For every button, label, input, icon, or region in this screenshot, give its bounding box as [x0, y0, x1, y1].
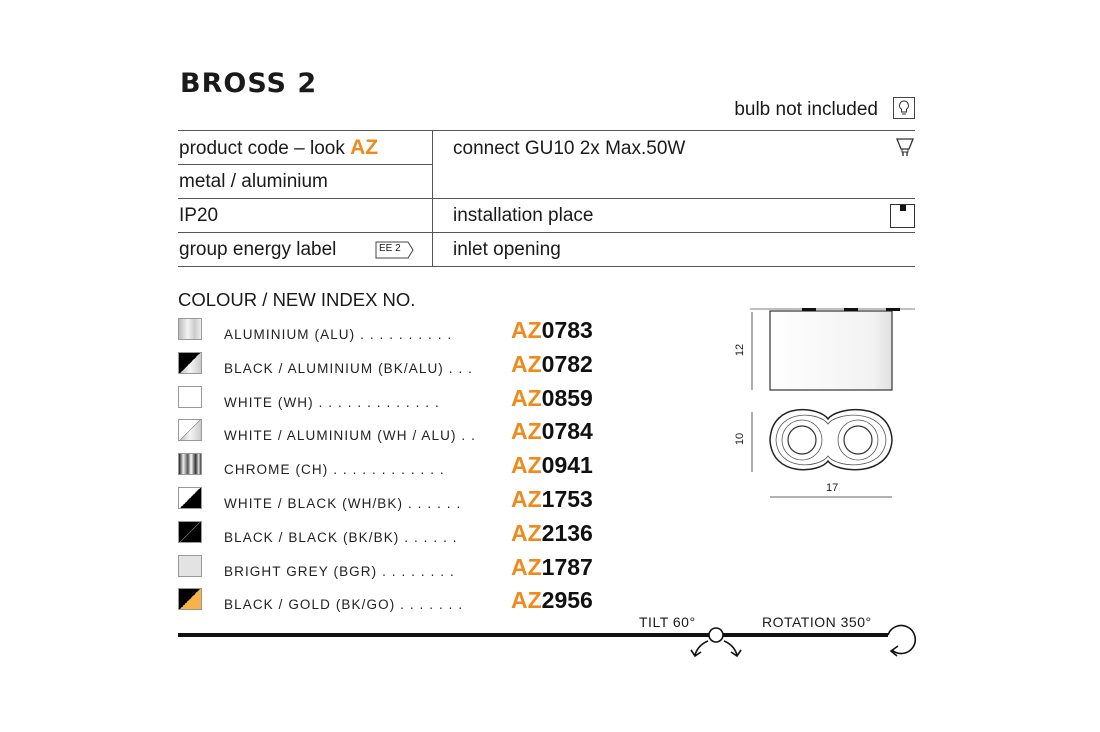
colour-row: BLACK / ALUMINIUM (BK/ALU) . . . AZ0782	[178, 350, 608, 382]
width-dimension: 17	[826, 482, 839, 494]
colour-row: CHROME (CH) . . . . . . . . . . . . AZ09…	[178, 452, 608, 483]
colour-swatch	[178, 520, 202, 543]
rotation-label: ROTATION 350°	[762, 614, 872, 630]
tilt-joint-icon	[708, 627, 724, 643]
bulb-icon	[893, 97, 915, 119]
height-dimension: 12	[734, 343, 747, 357]
colour-code: AZ2136	[511, 519, 593, 546]
tilt-arrow-icon	[723, 640, 742, 658]
colours-heading: COLOUR / NEW INDEX NO.	[178, 289, 416, 310]
colour-label: BLACK / GOLD (BK/GO) . . . . . . .	[224, 597, 464, 613]
colour-row: BLACK / BLACK (BK/BK) . . . . . . AZ2136	[178, 519, 608, 551]
adjustment-bar	[178, 624, 917, 658]
colour-code: AZ0859	[511, 384, 593, 411]
divider	[178, 232, 915, 233]
depth-dimension: 10	[734, 432, 747, 446]
colour-swatch	[178, 554, 202, 577]
bulb-note: bulb not included	[734, 99, 878, 120]
colour-row: WHITE / ALUMINIUM (WH / ALU) . . AZ0784	[178, 418, 608, 449]
colour-label: BRIGHT GREY (BGR) . . . . . . . .	[224, 563, 455, 579]
colour-swatch	[178, 318, 202, 340]
colour-row: ALUMINIUM (ALU) . . . . . . . . . . AZ07…	[178, 317, 608, 348]
energy-label: group energy label	[179, 239, 337, 260]
energy-badge-icon: EE 2	[375, 241, 415, 264]
colour-code: AZ0941	[511, 452, 593, 479]
divider	[178, 130, 915, 131]
colour-swatch	[178, 487, 202, 509]
colour-label: BLACK / BLACK (BK/BK) . . . . . .	[224, 529, 458, 545]
colour-label: BLACK / ALUMINIUM (BK/ALU) . . .	[224, 360, 474, 376]
installation-place: installation place	[453, 205, 594, 226]
divider	[178, 266, 915, 267]
colour-row: WHITE (WH) . . . . . . . . . . . . . AZ0…	[178, 384, 608, 416]
colour-label: CHROME (CH) . . . . . . . . . . . .	[224, 462, 445, 478]
colour-label: WHITE (WH) . . . . . . . . . . . . .	[224, 394, 440, 410]
colour-code: AZ0782	[511, 350, 593, 377]
connect-spec: connect GU10 2x Max.50W	[453, 138, 686, 159]
material: metal / aluminium	[179, 171, 328, 192]
divider	[178, 198, 915, 199]
tilt-arrow-icon	[690, 640, 709, 658]
gu10-icon	[895, 137, 915, 164]
colour-label: ALUMINIUM (ALU) . . . . . . . . . .	[224, 327, 453, 342]
colour-code: AZ0783	[511, 317, 593, 343]
colour-swatch	[178, 588, 202, 611]
colour-swatch	[178, 419, 202, 442]
divider	[432, 130, 433, 266]
colour-code: AZ2956	[511, 587, 593, 614]
colour-code: AZ0784	[511, 418, 593, 445]
divider	[178, 164, 432, 165]
colour-row: BLACK / GOLD (BK/GO) . . . . . . . AZ295…	[178, 587, 608, 618]
rotation-arrow-icon	[887, 624, 917, 655]
colour-label: WHITE / BLACK (WH/BK) . . . . . .	[224, 496, 462, 511]
colour-label: WHITE / ALUMINIUM (WH / ALU) . .	[224, 428, 476, 444]
colour-row: WHITE / BLACK (WH/BK) . . . . . . AZ1753	[178, 486, 608, 517]
ip-rating: IP20	[179, 205, 219, 226]
product-code-label: product code – look AZ	[179, 136, 379, 159]
energy-badge-text: EE 2	[379, 243, 401, 254]
colour-swatch	[178, 453, 202, 476]
colour-swatch	[178, 385, 202, 408]
colour-swatch	[178, 351, 202, 374]
colour-code: AZ1753	[511, 486, 593, 512]
colour-row: BRIGHT GREY (BGR) . . . . . . . . AZ1787	[178, 553, 608, 585]
product-title: BROSS 2	[180, 68, 318, 99]
ceiling-mount-icon	[890, 204, 915, 228]
dimension-drawing	[750, 308, 915, 498]
inlet-opening: inlet opening	[453, 239, 561, 260]
colour-code: AZ1787	[511, 553, 593, 580]
tilt-label: TILT 60°	[639, 614, 696, 630]
